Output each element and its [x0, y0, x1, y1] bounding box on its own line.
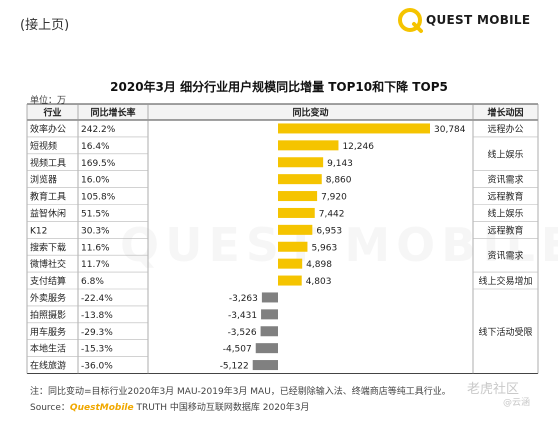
bar-value-label: 5,963 [311, 243, 337, 253]
growth-cell: -22.4% [81, 294, 113, 304]
bar-positive [278, 123, 430, 134]
industry-cell: K12 [30, 226, 47, 236]
header-row [27, 104, 538, 120]
industry-cell: 视频工具 [30, 157, 66, 169]
industry-cell: 效率办公 [30, 123, 66, 135]
growth-cell: -29.3% [81, 328, 113, 338]
bar-value-label: 7,442 [319, 209, 345, 219]
bar-negative [261, 292, 278, 303]
growth-cell: 16.4% [81, 142, 110, 152]
bar-negative [252, 360, 278, 371]
bar-positive [278, 174, 322, 185]
growth-cell: 169.5% [81, 159, 116, 169]
driver-cell: 线上交易增加 [478, 275, 532, 287]
bar-value-label: 8,860 [326, 176, 352, 186]
bar-negative [261, 309, 278, 320]
industry-cell: 益智休闲 [30, 207, 66, 219]
bar-negative [260, 326, 278, 337]
logo-text: QUEST MOBILE [426, 13, 531, 27]
source-label: Source： [30, 403, 70, 413]
bar-value-label: -3,263 [229, 294, 258, 304]
header-driver: 增长动因 [487, 107, 523, 119]
bar-value-label: 4,898 [306, 260, 332, 270]
driver-cell: 资讯需求 [487, 174, 523, 186]
bar-value-label: -3,431 [228, 311, 257, 321]
bar-value-label: 7,920 [321, 193, 347, 203]
growth-cell: 51.5% [81, 209, 110, 219]
footnote: 注：同比变动=目标行业2020年3月 MAU-2019年3月 MAU，已经剔除输… [30, 387, 451, 397]
industry-cell: 本地生活 [30, 343, 66, 355]
source-line: Source：QuestMobile TRUTH 中国移动互联网数据库 2020… [30, 400, 309, 413]
driver-cell: 线下活动受限 [478, 326, 532, 338]
driver-cell: 线上娱乐 [487, 148, 523, 160]
bar-value-label: -4,507 [223, 345, 252, 355]
driver-cell: 远程教育 [487, 191, 523, 203]
driver-cell: 线上娱乐 [487, 207, 523, 219]
bar-positive [278, 157, 324, 168]
industry-cell: 拍照摄影 [30, 309, 66, 321]
bar-value-label: -3,526 [228, 328, 257, 338]
bar-positive [278, 241, 308, 252]
bar-positive [278, 275, 302, 286]
bar-positive [278, 140, 339, 151]
driver-cell: 远程教育 [487, 224, 523, 236]
bar-positive [278, 258, 303, 269]
industry-cell: 搜索下载 [30, 241, 66, 253]
industry-cell: 在线旅游 [30, 360, 66, 372]
header-industry: 行业 [42, 107, 61, 119]
source-text: TRUTH 中国移动互联网数据库 2020年3月 [133, 403, 310, 413]
bar-value-label: 30,784 [434, 125, 466, 135]
corner-watermark: 老虎社区 [467, 382, 520, 397]
driver-cell: 远程办公 [487, 123, 523, 135]
growth-cell: -36.0% [81, 362, 113, 372]
industry-cell: 用车服务 [30, 326, 66, 338]
bar-negative [255, 343, 278, 354]
growth-cell: -15.3% [81, 345, 113, 355]
industry-cell: 微博社交 [30, 258, 66, 270]
corner-watermark-sub: @云涵 [503, 398, 531, 408]
growth-cell: 6.8% [81, 277, 104, 287]
source-brand: QuestMobile [69, 403, 134, 413]
bar-value-label: 12,246 [342, 142, 374, 152]
bar-value-label: 4,803 [306, 277, 332, 287]
unit-label: 单位：万 [30, 96, 67, 106]
q-logo-icon [398, 8, 423, 33]
growth-cell: -13.8% [81, 311, 113, 321]
growth-cell: 105.8% [81, 193, 116, 203]
growth-cell: 11.6% [81, 243, 110, 253]
bar-value-label: 6,953 [316, 226, 342, 236]
growth-cell: 16.0% [81, 176, 110, 186]
chart-title: 2020年3月 细分行业用户规模同比增量 TOP10和下降 TOP5 [110, 80, 448, 94]
bar-positive [278, 224, 313, 235]
questmobile-logo: QUEST MOBILE [398, 8, 548, 34]
bar-value-label: -5,122 [220, 362, 249, 372]
industry-cell: 支付结算 [30, 275, 66, 287]
industry-cell: 浏览器 [30, 174, 57, 186]
header-growth: 同比增长率 [90, 107, 135, 119]
bar-positive [278, 191, 318, 202]
driver-cell: 资讯需求 [487, 250, 523, 262]
growth-cell: 242.2% [81, 125, 116, 135]
header-change: 同比变动 [292, 107, 328, 119]
industry-cell: 短视频 [30, 140, 57, 152]
continued-label: (接上页) [20, 18, 70, 33]
bar-value-label: 9,143 [327, 159, 353, 169]
growth-cell: 30.3% [81, 226, 110, 236]
growth-cell: 11.7% [81, 260, 110, 270]
industry-cell: 教育工具 [30, 191, 66, 203]
industry-cell: 外卖服务 [30, 292, 66, 304]
bar-positive [278, 207, 315, 218]
